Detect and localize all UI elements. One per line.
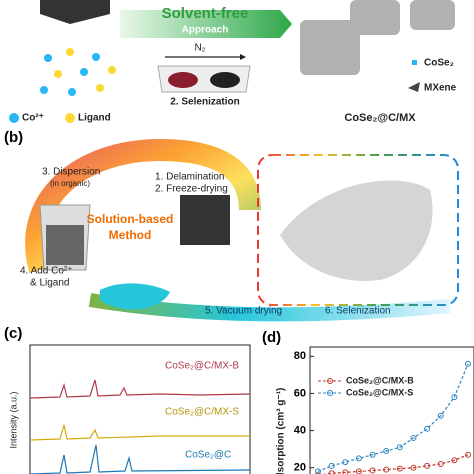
data-point	[424, 462, 431, 469]
step-note: (in organic)	[50, 179, 90, 188]
method-label: Method	[109, 228, 152, 242]
data-point	[315, 472, 321, 474]
panel-label: (d)	[262, 329, 281, 346]
legend-text: MXene	[424, 83, 457, 94]
step-label: 1. Delamination	[155, 172, 224, 183]
y-tick-label: 60	[294, 387, 306, 399]
legend-marker	[327, 390, 333, 396]
panel-label: (c)	[4, 325, 22, 342]
y-tick-label: 40	[294, 424, 306, 436]
data-point	[410, 435, 417, 441]
data-point	[342, 459, 349, 466]
data-point	[369, 467, 376, 474]
y-tick-label: 20	[294, 462, 306, 474]
y-axis-label: Intensity (a.u.)	[8, 391, 18, 448]
data-point	[355, 455, 362, 462]
legend-text: Co²⁺	[22, 113, 44, 124]
panel-d: (d) e adsorption (cm³ g⁻¹) 20 40 60 80 CoSe₂…	[262, 329, 474, 474]
data-point	[437, 461, 444, 467]
sem-frame	[257, 154, 459, 306]
data-point	[342, 469, 349, 474]
step-label: 5. Vacuum drying	[205, 306, 282, 317]
step-label: 3. Dispersion	[42, 167, 100, 178]
data-point	[424, 425, 431, 432]
suspension	[46, 225, 84, 265]
legend-mark	[412, 60, 417, 65]
product-cubes	[300, 0, 455, 75]
legend-marker	[327, 378, 333, 384]
arrow-title: Solvent-free	[162, 5, 249, 22]
method-label: Solution-based	[87, 212, 174, 226]
trace-label: CoSe₂@C/MX-S	[165, 407, 239, 418]
mxene-stack	[40, 0, 110, 24]
step-label: 2. Freeze-drying	[155, 184, 228, 195]
xrd-trace	[29, 444, 251, 474]
step-label: 2. Selenization	[170, 97, 239, 108]
legend-text: CoSe₂	[424, 58, 454, 69]
data-point	[328, 462, 335, 469]
legend-dot	[65, 113, 75, 123]
panel-a: Solvent-free Approach N₂ 2. Selenization…	[9, 0, 457, 124]
flow-arrow-head	[240, 54, 246, 60]
legend-text: Ligand	[78, 113, 111, 124]
data-point	[328, 470, 335, 474]
panel-c: (c) Intensity (a.u.) CoSe₂@C/MX-B CoSe₂@…	[4, 325, 251, 474]
sem-image	[280, 180, 433, 281]
selenium	[210, 72, 240, 88]
legend-label: CoSe₂@C/MX-S	[346, 387, 413, 397]
data-point	[451, 457, 458, 464]
mxene-stack	[180, 195, 230, 245]
series-line	[321, 454, 469, 474]
data-point	[369, 451, 376, 458]
data-point	[465, 451, 471, 458]
plot-frame	[29, 344, 251, 474]
product-label: CoSe₂@C/MX	[344, 112, 416, 124]
data-point	[451, 394, 458, 401]
xrd-trace	[29, 424, 250, 441]
data-point	[383, 466, 390, 473]
data-point	[383, 448, 390, 454]
precursor	[168, 72, 198, 88]
xrd-trace	[29, 379, 251, 399]
legend-mark	[408, 82, 420, 92]
panel-label: (b)	[4, 129, 23, 146]
legend-dot	[9, 113, 19, 123]
arrow-subtitle: Approach	[182, 25, 229, 36]
data-point	[410, 464, 417, 471]
step-label: 6. Selenization	[325, 306, 391, 317]
panel-b: (b) 3. Dispersion (in organic) 1. Delami…	[4, 129, 459, 322]
product-powder	[100, 283, 170, 310]
ions	[40, 48, 116, 96]
data-point	[437, 412, 444, 419]
data-point	[396, 465, 403, 472]
y-axis-label: e adsorption (cm³ g⁻¹)	[276, 388, 287, 474]
legend-label: CoSe₂@C/MX-B	[346, 375, 414, 385]
plot-frame	[309, 346, 474, 474]
arrow	[120, 10, 292, 38]
data-point	[465, 360, 471, 367]
y-tick-label: 80	[294, 350, 306, 362]
trace-label: CoSe₂@C/MX-B	[165, 361, 239, 372]
step-label: 4. Add Co²⁺	[20, 266, 73, 277]
step-note: & Ligand	[30, 278, 69, 289]
trace-label: CoSe₂@C	[185, 450, 231, 461]
data-point	[396, 444, 403, 451]
gas-label: N₂	[194, 43, 205, 54]
